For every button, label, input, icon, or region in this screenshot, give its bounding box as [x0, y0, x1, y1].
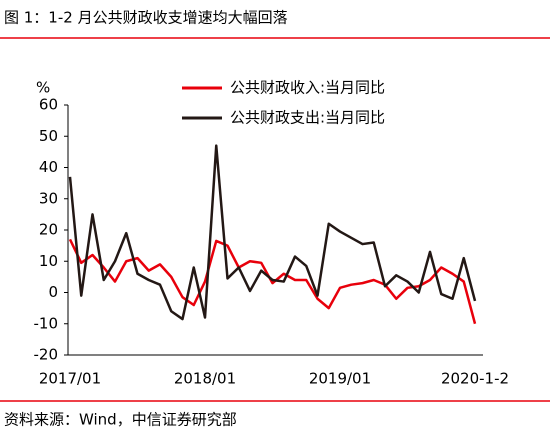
y-tick-label: 50	[39, 127, 58, 145]
legend-label: 公共财政支出:当月同比	[230, 109, 385, 127]
y-tick-label: 10	[39, 252, 58, 270]
x-tick-label: 2017/01	[39, 370, 101, 388]
y-tick-label: 40	[39, 158, 58, 176]
y-tick-label: 0	[48, 283, 58, 301]
chart-title: 图 1：1-2 月公共财政收支增速均大幅回落	[4, 9, 288, 27]
series-line	[68, 238, 477, 325]
series-line	[68, 144, 477, 321]
y-tick-label: -20	[34, 346, 59, 364]
y-tick-label: 20	[39, 221, 58, 239]
y-tick-label: -10	[34, 314, 59, 332]
legend-label: 公共财政收入:当月同比	[230, 79, 385, 97]
x-tick-label: 2018/01	[174, 370, 236, 388]
y-unit: %	[36, 79, 50, 97]
y-tick-label: 30	[39, 189, 58, 207]
source: 资料来源：Wind，中信证券研究部	[4, 411, 237, 429]
x-tick-label: 2020-1-2	[441, 370, 509, 388]
y-tick-label: 60	[39, 96, 58, 114]
x-tick-label: 2019/01	[309, 370, 371, 388]
